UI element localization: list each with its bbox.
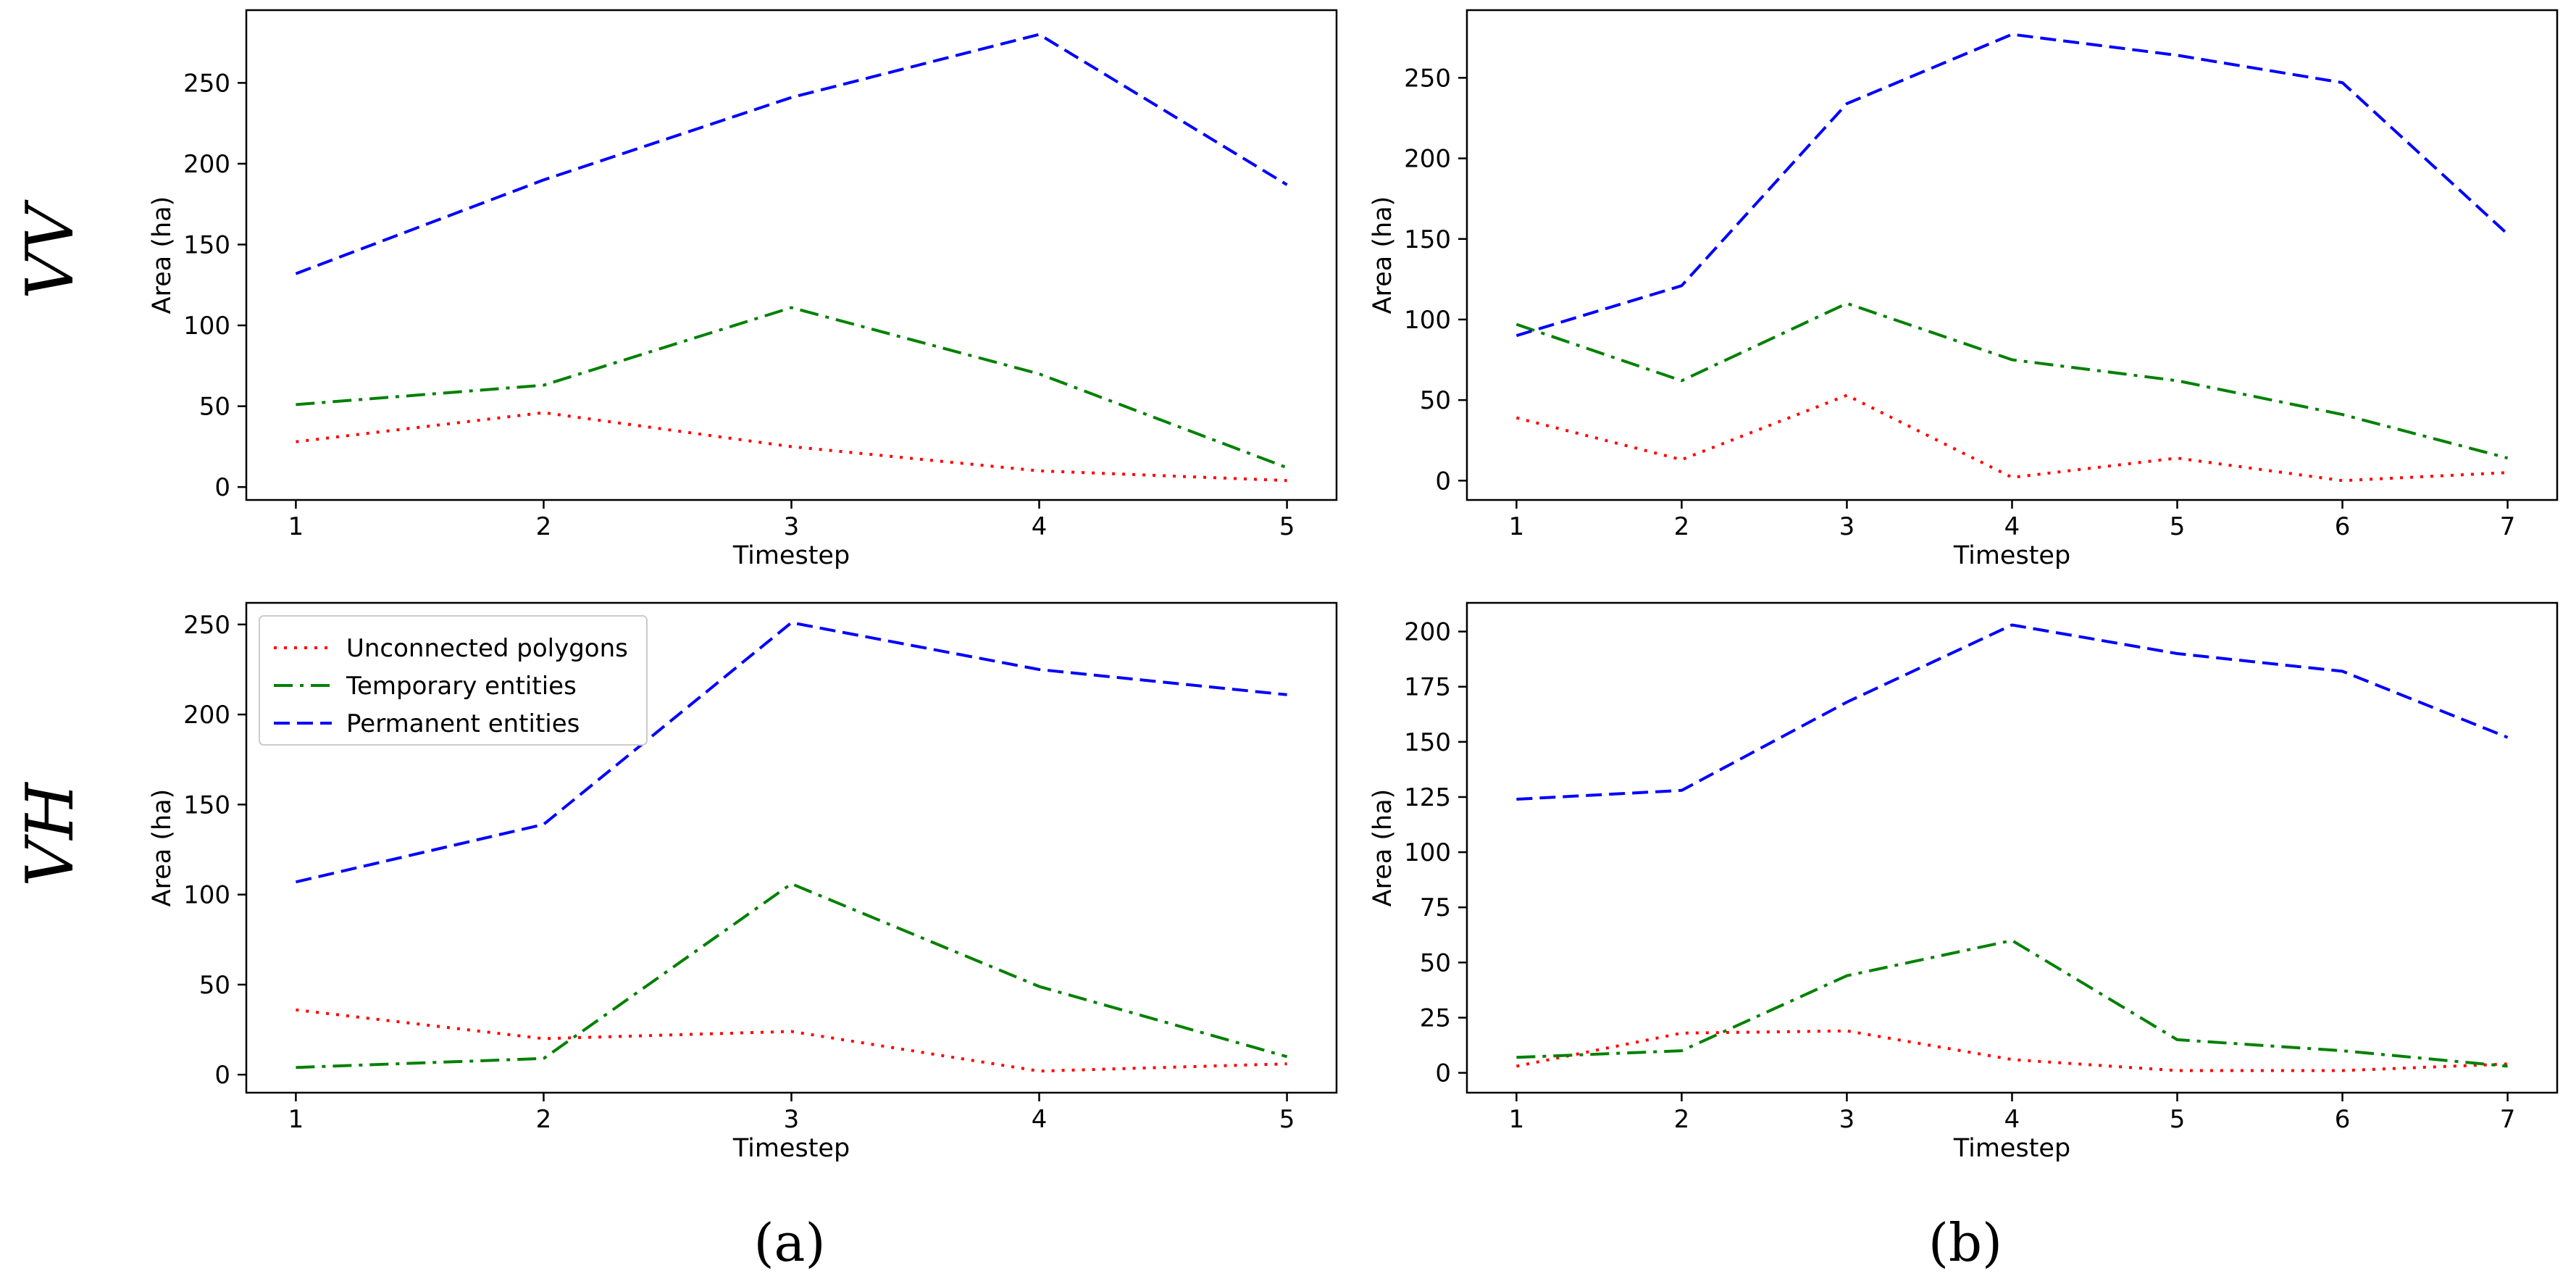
x-tick-label: 4 xyxy=(1032,512,1047,541)
x-axis-label: Timestep xyxy=(732,541,850,570)
chart-b-vh: 1 2 3 4 5 6 7 0 25 50 75 100 125 150 175 200 Timestep Are… xyxy=(1368,601,2559,1163)
x-tick-label: 6 xyxy=(2335,512,2351,541)
y-axis-label: Area (ha) xyxy=(1368,196,1397,314)
y-tick-label: 100 xyxy=(183,881,230,910)
x-axis-label: Timestep xyxy=(1953,541,2070,570)
y-tick-label: 50 xyxy=(199,971,230,1000)
y-tick-label: 0 xyxy=(214,1061,230,1090)
x-tick-label: 2 xyxy=(1674,1105,1690,1134)
y-axis-label: Area (ha) xyxy=(1368,789,1397,907)
panel-label-a: (a) xyxy=(753,1212,825,1273)
series-line-permanent-entities xyxy=(295,621,1287,884)
y-tick-label: 150 xyxy=(183,791,230,820)
y-tick-label: 100 xyxy=(1404,306,1451,335)
x-tick-label: 1 xyxy=(288,1105,304,1134)
series-line-temporary-entities xyxy=(296,306,1288,470)
x-tick-label: 3 xyxy=(1839,1105,1855,1134)
x-tick-label: 3 xyxy=(784,512,800,541)
x-tick-label: 4 xyxy=(2004,1105,2020,1134)
x-tick-label: 5 xyxy=(1279,1105,1295,1134)
plot-frame xyxy=(1465,601,2559,1094)
y-tick-label: 0 xyxy=(214,473,230,502)
x-tick-label: 1 xyxy=(1509,1105,1525,1134)
series-line-temporary-entities xyxy=(1516,938,2508,1068)
y-tick-label: 25 xyxy=(1420,1004,1451,1033)
row-label-vv: VV xyxy=(12,199,88,299)
series-line-unconnected-polygons xyxy=(1516,1029,2508,1072)
y-tick-label: 250 xyxy=(1404,64,1451,93)
x-tick-label: 1 xyxy=(288,512,304,541)
x-tick-label: 4 xyxy=(2004,512,2020,541)
y-tick-label: 100 xyxy=(183,312,230,341)
y-tick-label: 200 xyxy=(1404,618,1451,647)
y-tick-label: 50 xyxy=(1420,948,1451,977)
y-tick-label: 150 xyxy=(1404,728,1451,757)
y-tick-label: 175 xyxy=(1404,673,1451,702)
x-tick-label: 5 xyxy=(2170,1105,2186,1134)
y-axis-label: Area (ha) xyxy=(148,789,177,907)
x-tick-label: 4 xyxy=(1032,1105,1047,1134)
x-tick-label: 5 xyxy=(1279,512,1295,541)
chart-b-vv: 1 2 3 4 5 6 7 0 50 100 150 200 250 Timestep Area (ha) xyxy=(1368,9,2559,570)
x-tick-label: 5 xyxy=(2170,512,2186,541)
plot-frame xyxy=(245,9,1338,501)
y-tick-label: 200 xyxy=(183,150,230,179)
plot-frame xyxy=(1465,9,2559,501)
legend-label-permanent-entities: Permanent entities xyxy=(346,709,580,738)
x-tick-label: 7 xyxy=(2500,1105,2516,1134)
y-tick-label: 50 xyxy=(1420,386,1451,415)
x-axis-label: Timestep xyxy=(1953,1134,2070,1163)
x-tick-label: 7 xyxy=(2500,512,2516,541)
series-line-unconnected-polygons xyxy=(1515,393,2508,483)
x-tick-label: 1 xyxy=(1509,512,1525,541)
row-label-vh: VH xyxy=(12,782,88,887)
x-tick-label: 2 xyxy=(536,512,552,541)
x-axis-label: Timestep xyxy=(732,1134,850,1163)
y-tick-label: 150 xyxy=(183,230,230,259)
y-tick-label: 125 xyxy=(1404,783,1451,812)
y-tick-label: 100 xyxy=(1404,838,1451,867)
y-tick-label: 0 xyxy=(1435,1059,1451,1088)
x-tick-label: 2 xyxy=(1674,512,1690,541)
legend: Unconnected polygons Temporary entities Pe… xyxy=(259,615,648,746)
panel-label-b: (b) xyxy=(1928,1212,2002,1273)
y-tick-label: 0 xyxy=(1435,467,1451,496)
x-tick-label: 2 xyxy=(536,1105,552,1134)
series-line-permanent-entities xyxy=(1515,33,2509,338)
y-tick-label: 200 xyxy=(1404,145,1451,174)
legend-label-temporary-entities: Temporary entities xyxy=(346,672,577,701)
x-tick-label: 3 xyxy=(784,1105,800,1134)
legend-box xyxy=(259,615,648,746)
y-tick-label: 250 xyxy=(183,611,230,640)
series-line-temporary-entities xyxy=(1515,301,2509,460)
y-tick-label: 250 xyxy=(183,69,230,98)
series-line-permanent-entities xyxy=(1516,623,2509,801)
legend-label-unconnected-polygons: Unconnected polygons xyxy=(346,634,628,663)
x-tick-label: 3 xyxy=(1839,512,1855,541)
series-line-temporary-entities xyxy=(296,882,1288,1069)
y-tick-label: 75 xyxy=(1420,893,1451,922)
y-tick-label: 150 xyxy=(1404,225,1451,254)
series-line-unconnected-polygons xyxy=(296,1008,1287,1073)
x-tick-label: 6 xyxy=(2335,1105,2351,1134)
y-tick-label: 200 xyxy=(183,701,230,730)
y-tick-label: 50 xyxy=(199,393,230,422)
series-line-unconnected-polygons xyxy=(296,411,1287,483)
y-axis-label: Area (ha) xyxy=(148,196,177,314)
series-line-permanent-entities xyxy=(295,33,1288,275)
